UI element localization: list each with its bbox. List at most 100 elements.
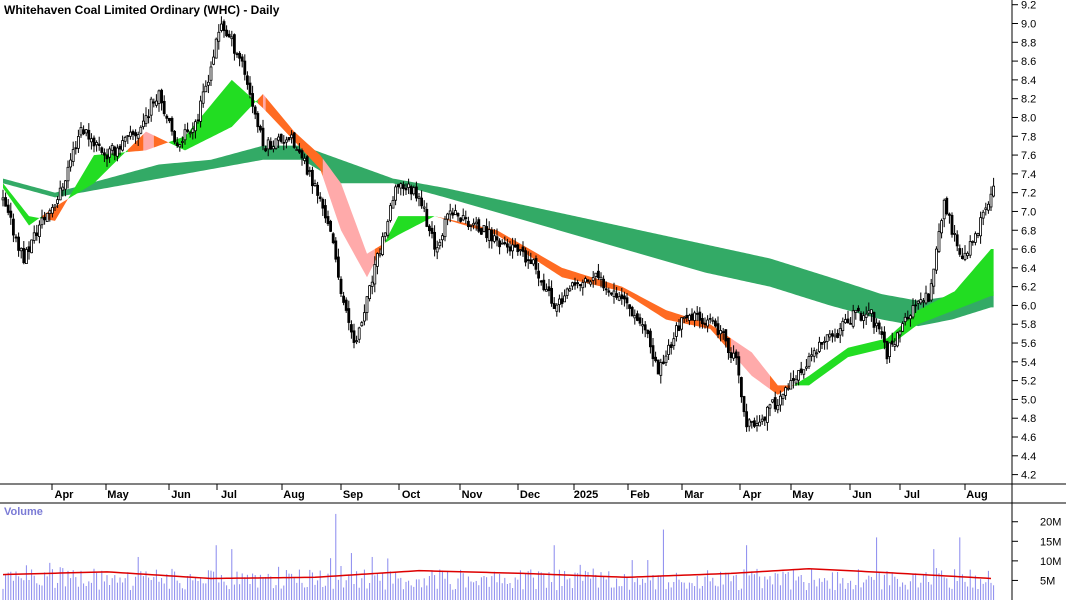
candle bbox=[698, 307, 702, 329]
candle bbox=[706, 315, 709, 333]
candle bbox=[173, 130, 177, 145]
price-tick-label: 8.2 bbox=[1021, 94, 1036, 106]
candle bbox=[948, 212, 951, 224]
candle bbox=[430, 221, 434, 239]
ribbon-segment bbox=[68, 149, 128, 199]
candle bbox=[219, 16, 223, 33]
candle bbox=[872, 311, 876, 334]
candle bbox=[40, 209, 44, 229]
candle bbox=[394, 184, 398, 206]
volume-moving-average bbox=[2, 567, 992, 580]
candle bbox=[199, 95, 203, 128]
candle bbox=[576, 279, 579, 289]
candle bbox=[958, 244, 962, 257]
ribbon-segment bbox=[263, 93, 266, 111]
candle bbox=[201, 83, 205, 108]
candle bbox=[649, 328, 652, 354]
candle bbox=[30, 239, 34, 254]
candle bbox=[305, 155, 309, 176]
candle bbox=[565, 287, 569, 299]
candle bbox=[238, 51, 242, 67]
candle bbox=[867, 302, 871, 317]
candle bbox=[9, 202, 13, 225]
volume-axis: 20M 15M 10M 5M bbox=[1012, 517, 1061, 587]
candle bbox=[594, 272, 598, 285]
candle bbox=[422, 200, 426, 213]
candle bbox=[464, 210, 468, 224]
candle bbox=[942, 198, 946, 228]
candle bbox=[719, 325, 722, 342]
candle bbox=[180, 136, 184, 148]
candle bbox=[214, 37, 218, 59]
candle bbox=[110, 142, 114, 156]
candle bbox=[750, 420, 754, 429]
candle bbox=[51, 204, 54, 218]
candle bbox=[165, 114, 169, 124]
candle bbox=[453, 204, 457, 216]
candle bbox=[883, 326, 886, 350]
price-panel: Whitehaven Coal Limited Ordinary (WHC) -… bbox=[1, 3, 995, 432]
candle bbox=[477, 217, 481, 234]
candle bbox=[825, 334, 829, 350]
candle bbox=[532, 258, 535, 267]
candle bbox=[849, 317, 852, 325]
candle bbox=[875, 318, 878, 333]
candle bbox=[485, 218, 489, 243]
candle bbox=[862, 311, 865, 329]
candle bbox=[360, 320, 364, 327]
candle bbox=[880, 326, 884, 339]
candle bbox=[97, 136, 101, 151]
candle bbox=[71, 141, 75, 167]
candle bbox=[175, 137, 179, 148]
candle bbox=[4, 192, 7, 207]
candle bbox=[792, 370, 795, 389]
candle bbox=[519, 249, 522, 256]
candle bbox=[846, 310, 850, 324]
candle bbox=[326, 210, 330, 227]
candle bbox=[365, 296, 369, 321]
time-tick-label: Nov bbox=[462, 489, 484, 501]
candle bbox=[812, 347, 816, 363]
candle bbox=[14, 234, 18, 243]
candle bbox=[896, 331, 899, 348]
price-tick-label: 7.8 bbox=[1021, 131, 1036, 143]
candle bbox=[183, 123, 187, 145]
price-tick-label: 7.2 bbox=[1021, 188, 1036, 200]
candle bbox=[277, 133, 281, 148]
candle bbox=[438, 238, 442, 250]
candle bbox=[154, 94, 158, 108]
candle bbox=[66, 160, 70, 189]
candle bbox=[963, 245, 967, 262]
candle bbox=[893, 338, 897, 351]
candle bbox=[118, 144, 122, 156]
candle bbox=[1, 189, 5, 207]
candle bbox=[971, 240, 975, 246]
candle bbox=[729, 347, 733, 364]
price-axis: 9.2 9.0 8.8 8.6 8.4 8.2 8.0 7.8 7.6 7.4 7.2 7.0 6.8 6… bbox=[1012, 0, 1036, 482]
candle bbox=[139, 125, 143, 135]
candle bbox=[45, 212, 49, 222]
chart-title: Whitehaven Coal Limited Ordinary (WHC) -… bbox=[4, 3, 280, 17]
candle bbox=[269, 137, 273, 150]
candle bbox=[38, 220, 41, 244]
candle bbox=[734, 349, 738, 365]
candle bbox=[677, 319, 681, 332]
candle bbox=[584, 276, 587, 288]
volume-tick-label: 10M bbox=[1040, 556, 1061, 568]
ribbon-segment bbox=[385, 216, 438, 243]
volume-panel: Volume bbox=[2, 506, 995, 600]
candle bbox=[760, 414, 764, 425]
candle bbox=[906, 310, 910, 321]
candle bbox=[737, 351, 741, 384]
time-tick-label: Aug bbox=[966, 489, 987, 501]
candle bbox=[347, 300, 351, 331]
candle bbox=[108, 146, 111, 163]
candle bbox=[604, 281, 608, 295]
candle bbox=[794, 375, 798, 386]
candle bbox=[128, 125, 132, 140]
candle bbox=[144, 107, 148, 127]
candle bbox=[771, 399, 774, 404]
candle bbox=[56, 196, 59, 208]
time-tick-label: Sep bbox=[343, 489, 363, 501]
candle bbox=[48, 208, 52, 222]
